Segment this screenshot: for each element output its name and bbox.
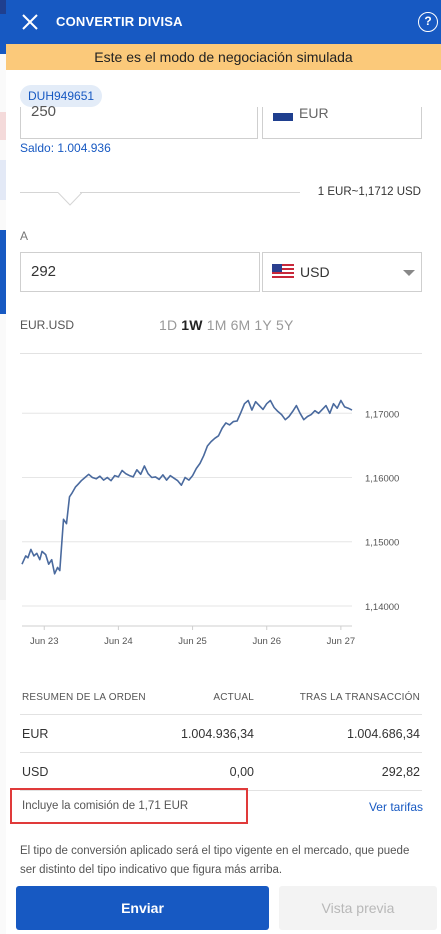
summary-actual: 0,00 <box>229 765 254 779</box>
x-tick-label: Jun 26 <box>252 636 281 647</box>
from-currency-code: EUR <box>299 105 329 121</box>
currency-pair-label: EUR.USD <box>20 318 75 332</box>
divider-line <box>20 192 58 193</box>
summary-after: 1.004.686,34 <box>347 727 420 741</box>
eu-flag-icon <box>273 113 293 121</box>
price-series-line <box>21 399 353 575</box>
summary-col-label: RESUMEN DE LA ORDEN <box>22 692 146 703</box>
convert-currency-panel: CONVERTIR DIVISA ? Este es el modo de ne… <box>6 0 441 934</box>
range-tab-1m[interactable]: 1M <box>206 317 227 333</box>
range-tab-1d[interactable]: 1D <box>159 317 178 333</box>
chevron-down-icon <box>403 270 415 276</box>
panel-title: CONVERTIR DIVISA <box>56 14 183 29</box>
range-tab-1w[interactable]: 1W <box>181 317 203 333</box>
divider-notch-icon <box>58 192 82 206</box>
commission-note: Incluye la comisión de 1,71 EUR <box>10 788 248 824</box>
y-tick-label: 1,15000 <box>365 538 399 549</box>
chart-divider <box>20 353 422 354</box>
price-chart: 1,14000 1,15000 1,16000 1,17000 Jun 23 Jun 24… <box>21 399 399 647</box>
y-tick-label: 1,14000 <box>365 602 399 613</box>
underlay-block <box>0 160 6 200</box>
panel-header: CONVERTIR DIVISA ? <box>6 0 441 44</box>
account-chip: DUH949651 <box>20 85 103 107</box>
range-tab-1y[interactable]: 1Y <box>254 317 272 333</box>
summary-col-after: TRAS LA TRANSACCIÓN <box>299 692 420 703</box>
time-range-tabs: 1D 1W 1M 6M 1Y 5Y <box>159 317 297 333</box>
range-tab-5y[interactable]: 5Y <box>275 317 294 333</box>
range-tab-6m[interactable]: 6M <box>230 317 251 333</box>
to-label: A <box>20 229 29 243</box>
preview-button[interactable]: Vista previa <box>279 886 437 930</box>
to-currency-select[interactable]: USD <box>262 252 422 292</box>
summary-currency: USD <box>22 765 49 779</box>
summary-currency: EUR <box>22 727 49 741</box>
divider-line <box>80 192 300 193</box>
question-mark-icon[interactable]: ? <box>418 12 438 32</box>
to-amount-value: 292 <box>31 263 57 280</box>
summary-col-current: ACTUAL <box>213 692 254 703</box>
background-underlay <box>0 0 6 934</box>
x-tick-label: Jun 25 <box>178 636 207 647</box>
underlay-block <box>0 230 6 314</box>
indicative-rate: 1 EUR~1,1712 USD <box>317 186 421 198</box>
simulated-mode-banner: Este es el modo de negociación simulada <box>6 44 441 70</box>
to-amount-input[interactable]: 292 <box>20 252 260 292</box>
us-flag-icon <box>272 264 294 279</box>
x-tick-label: Jun 24 <box>104 636 133 647</box>
disclaimer-text: El tipo de conversión aplicado será el t… <box>20 845 410 876</box>
view-tariffs-link[interactable]: Ver tarifas <box>368 800 423 814</box>
to-currency-code: USD <box>300 264 330 280</box>
from-currency-select[interactable]: EUR <box>262 105 422 139</box>
balance-text: Saldo: 1.004.936 <box>20 141 111 155</box>
from-amount-input[interactable]: 250 <box>20 103 258 139</box>
summary-actual: 1.004.936,34 <box>181 727 254 741</box>
from-amount-value: 250 <box>31 103 57 120</box>
close-icon[interactable] <box>20 12 40 32</box>
section-divider <box>20 184 422 208</box>
send-button[interactable]: Enviar <box>16 886 269 930</box>
y-tick-label: 1,16000 <box>365 474 399 485</box>
y-tick-label: 1,17000 <box>365 409 399 420</box>
underlay-block <box>0 0 6 14</box>
underlay-block <box>0 112 6 140</box>
underlay-block <box>0 520 6 600</box>
summary-after: 292,82 <box>381 765 420 779</box>
summary-row: USD 0,00 292,82 <box>20 753 422 791</box>
x-tick-label: Jun 27 <box>327 636 356 647</box>
x-tick-label: Jun 23 <box>30 636 59 647</box>
underlay-block <box>0 14 6 54</box>
summary-header: RESUMEN DE LA ORDEN ACTUAL TRAS LA TRANS… <box>20 685 422 715</box>
summary-row: EUR 1.004.936,34 1.004.686,34 <box>20 715 422 753</box>
